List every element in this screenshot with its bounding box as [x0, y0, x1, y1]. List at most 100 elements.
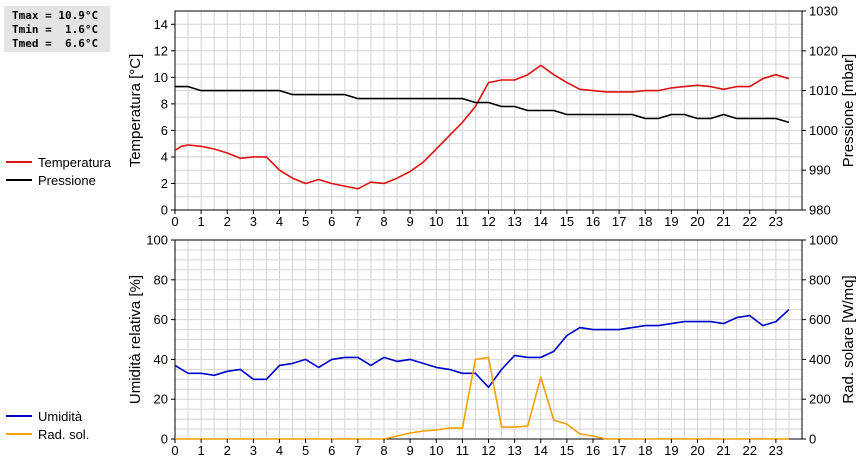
stats-box: Tmax = 10.9°C Tmin = 1.6°C Tmed = 6.6°C — [4, 6, 110, 52]
x-tick-label: 10 — [429, 214, 443, 229]
y-left-tick-label: 6 — [161, 123, 168, 138]
x-tick-label: 15 — [560, 443, 574, 458]
y-left-tick-label: 60 — [154, 312, 168, 327]
y-left-tick-label: 100 — [146, 233, 168, 248]
x-tick-label: 8 — [380, 443, 387, 458]
y-right-tick-label: 200 — [809, 392, 831, 407]
series-line-pressione — [175, 85, 790, 124]
legend-item-umidita: Umidità — [6, 407, 89, 425]
x-tick-label: 11 — [456, 443, 470, 458]
x-tick-label: 4 — [276, 443, 283, 458]
x-tick-label: 18 — [638, 214, 652, 229]
y-left-tick-label: 80 — [154, 272, 168, 287]
legend-label-temperatura: Temperatura — [38, 154, 111, 170]
x-tick-label: 22 — [743, 214, 757, 229]
chart-panel-0: 0 1 2 3 4 5 6 7 8 9 10 11 12 13 14 15 16 17 18 19 20 21 22 2302… — [127, 4, 857, 230]
x-tick-label: 21 — [716, 214, 730, 229]
legend-label-pressione: Pressione — [38, 172, 96, 188]
x-tick-label: 6 — [328, 443, 335, 458]
x-tick-label: 17 — [612, 443, 626, 458]
x-tick-label: 20 — [690, 443, 704, 458]
tmax-text: Tmax = 10.9°C — [12, 9, 99, 22]
legend-swatch-temperatura — [6, 161, 32, 163]
x-tick-label: 14 — [534, 443, 548, 458]
x-tick-label: 9 — [407, 443, 414, 458]
legend-item-pressione: Pressione — [6, 171, 111, 189]
x-tick-label: 17 — [612, 214, 626, 229]
y-left-tick-label: 0 — [161, 432, 168, 447]
x-tick-label: 23 — [769, 443, 783, 458]
y-left-tick-label: 12 — [154, 43, 168, 58]
x-tick-label: 14 — [534, 214, 548, 229]
x-tick-label: 6 — [328, 214, 335, 229]
x-tick-label: 15 — [560, 214, 574, 229]
y-right-tick-label: 400 — [809, 352, 831, 367]
y-right-tick-label: 1030 — [809, 4, 838, 19]
y-right-tick-label: 990 — [809, 163, 831, 178]
series-line-temperatura — [174, 64, 790, 190]
y-right-axis-label: Pressione [mbar] — [840, 54, 857, 167]
top-chart-legend: Temperatura Pressione — [6, 153, 111, 189]
y-right-tick-label: 1000 — [809, 233, 838, 248]
y-left-axis-label: Umidità relativa [%] — [127, 275, 144, 404]
x-tick-label: 12 — [481, 443, 495, 458]
y-left-tick-label: 8 — [161, 96, 168, 111]
x-tick-label: 13 — [507, 443, 521, 458]
x-tick-label: 5 — [302, 214, 309, 229]
x-tick-label: 4 — [276, 214, 283, 229]
x-tick-label: 8 — [380, 214, 387, 229]
x-tick-label: 9 — [407, 214, 414, 229]
x-tick-label: 12 — [481, 214, 495, 229]
y-left-tick-label: 4 — [161, 149, 168, 164]
x-tick-label: 1 — [198, 443, 205, 458]
x-tick-label: 1 — [198, 214, 205, 229]
y-right-tick-label: 800 — [809, 272, 831, 287]
chart-panel-1: 0 1 2 3 4 5 6 7 8 9 10 11 12 13 14 15 16 17 18 19 20 21 22 2302… — [127, 233, 857, 459]
y-right-tick-label: 0 — [809, 432, 816, 447]
legend-swatch-pressione — [6, 179, 32, 181]
x-tick-label: 16 — [586, 443, 600, 458]
x-tick-label: 22 — [743, 443, 757, 458]
y-left-tick-label: 20 — [154, 392, 168, 407]
x-tick-label: 21 — [716, 443, 730, 458]
series-line-rad-sol — [175, 356, 789, 440]
y-right-tick-label: 1000 — [809, 123, 838, 138]
tmin-text: Tmin = 1.6°C — [12, 23, 99, 36]
x-tick-label: 0 — [171, 214, 178, 229]
legend-label-umidita: Umidità — [38, 408, 83, 424]
y-right-tick-label: 980 — [809, 203, 831, 218]
y-left-tick-label: 2 — [161, 176, 168, 191]
x-tick-label: 11 — [456, 214, 470, 229]
x-tick-label: 2 — [224, 443, 231, 458]
x-tick-label: 7 — [354, 443, 361, 458]
x-tick-label: 20 — [690, 214, 704, 229]
y-left-tick-label: 14 — [154, 17, 168, 32]
x-tick-label: 19 — [664, 443, 678, 458]
x-tick-label: 10 — [429, 443, 443, 458]
legend-item-temperatura: Temperatura — [6, 153, 111, 171]
legend-swatch-rad-sol — [6, 433, 32, 435]
x-tick-label: 3 — [250, 443, 257, 458]
y-left-tick-label: 0 — [161, 203, 168, 218]
y-left-tick-label: 10 — [154, 70, 168, 85]
bottom-chart-legend: Umidità Rad. sol. — [6, 407, 89, 443]
y-left-axis-label: Temperatura [°C] — [127, 54, 144, 168]
x-tick-label: 19 — [664, 214, 678, 229]
legend-swatch-umidita — [6, 415, 32, 417]
x-tick-label: 23 — [769, 214, 783, 229]
x-tick-label: 2 — [224, 214, 231, 229]
x-tick-label: 7 — [354, 214, 361, 229]
series-line-umidit — [174, 309, 790, 389]
y-right-tick-label: 1010 — [809, 83, 838, 98]
y-right-tick-label: 600 — [809, 312, 831, 327]
x-tick-label: 0 — [171, 443, 178, 458]
legend-item-rad-sol: Rad. sol. — [6, 425, 89, 443]
x-tick-label: 3 — [250, 214, 257, 229]
x-tick-label: 18 — [638, 443, 652, 458]
y-right-axis-label: Rad. solare [W/mq] — [840, 275, 857, 403]
tmed-text: Tmed = 6.6°C — [12, 37, 99, 50]
x-tick-label: 16 — [586, 214, 600, 229]
x-tick-label: 13 — [507, 214, 521, 229]
y-left-tick-label: 40 — [154, 352, 168, 367]
